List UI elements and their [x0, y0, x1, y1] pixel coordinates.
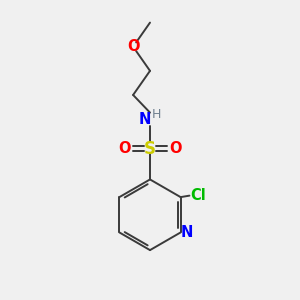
- Text: O: O: [127, 39, 140, 54]
- Text: N: N: [180, 225, 193, 240]
- Text: N: N: [139, 112, 152, 127]
- Text: O: O: [169, 141, 181, 156]
- Text: O: O: [119, 141, 131, 156]
- Text: H: H: [152, 108, 161, 121]
- Text: Cl: Cl: [190, 188, 206, 203]
- Text: S: S: [144, 140, 156, 158]
